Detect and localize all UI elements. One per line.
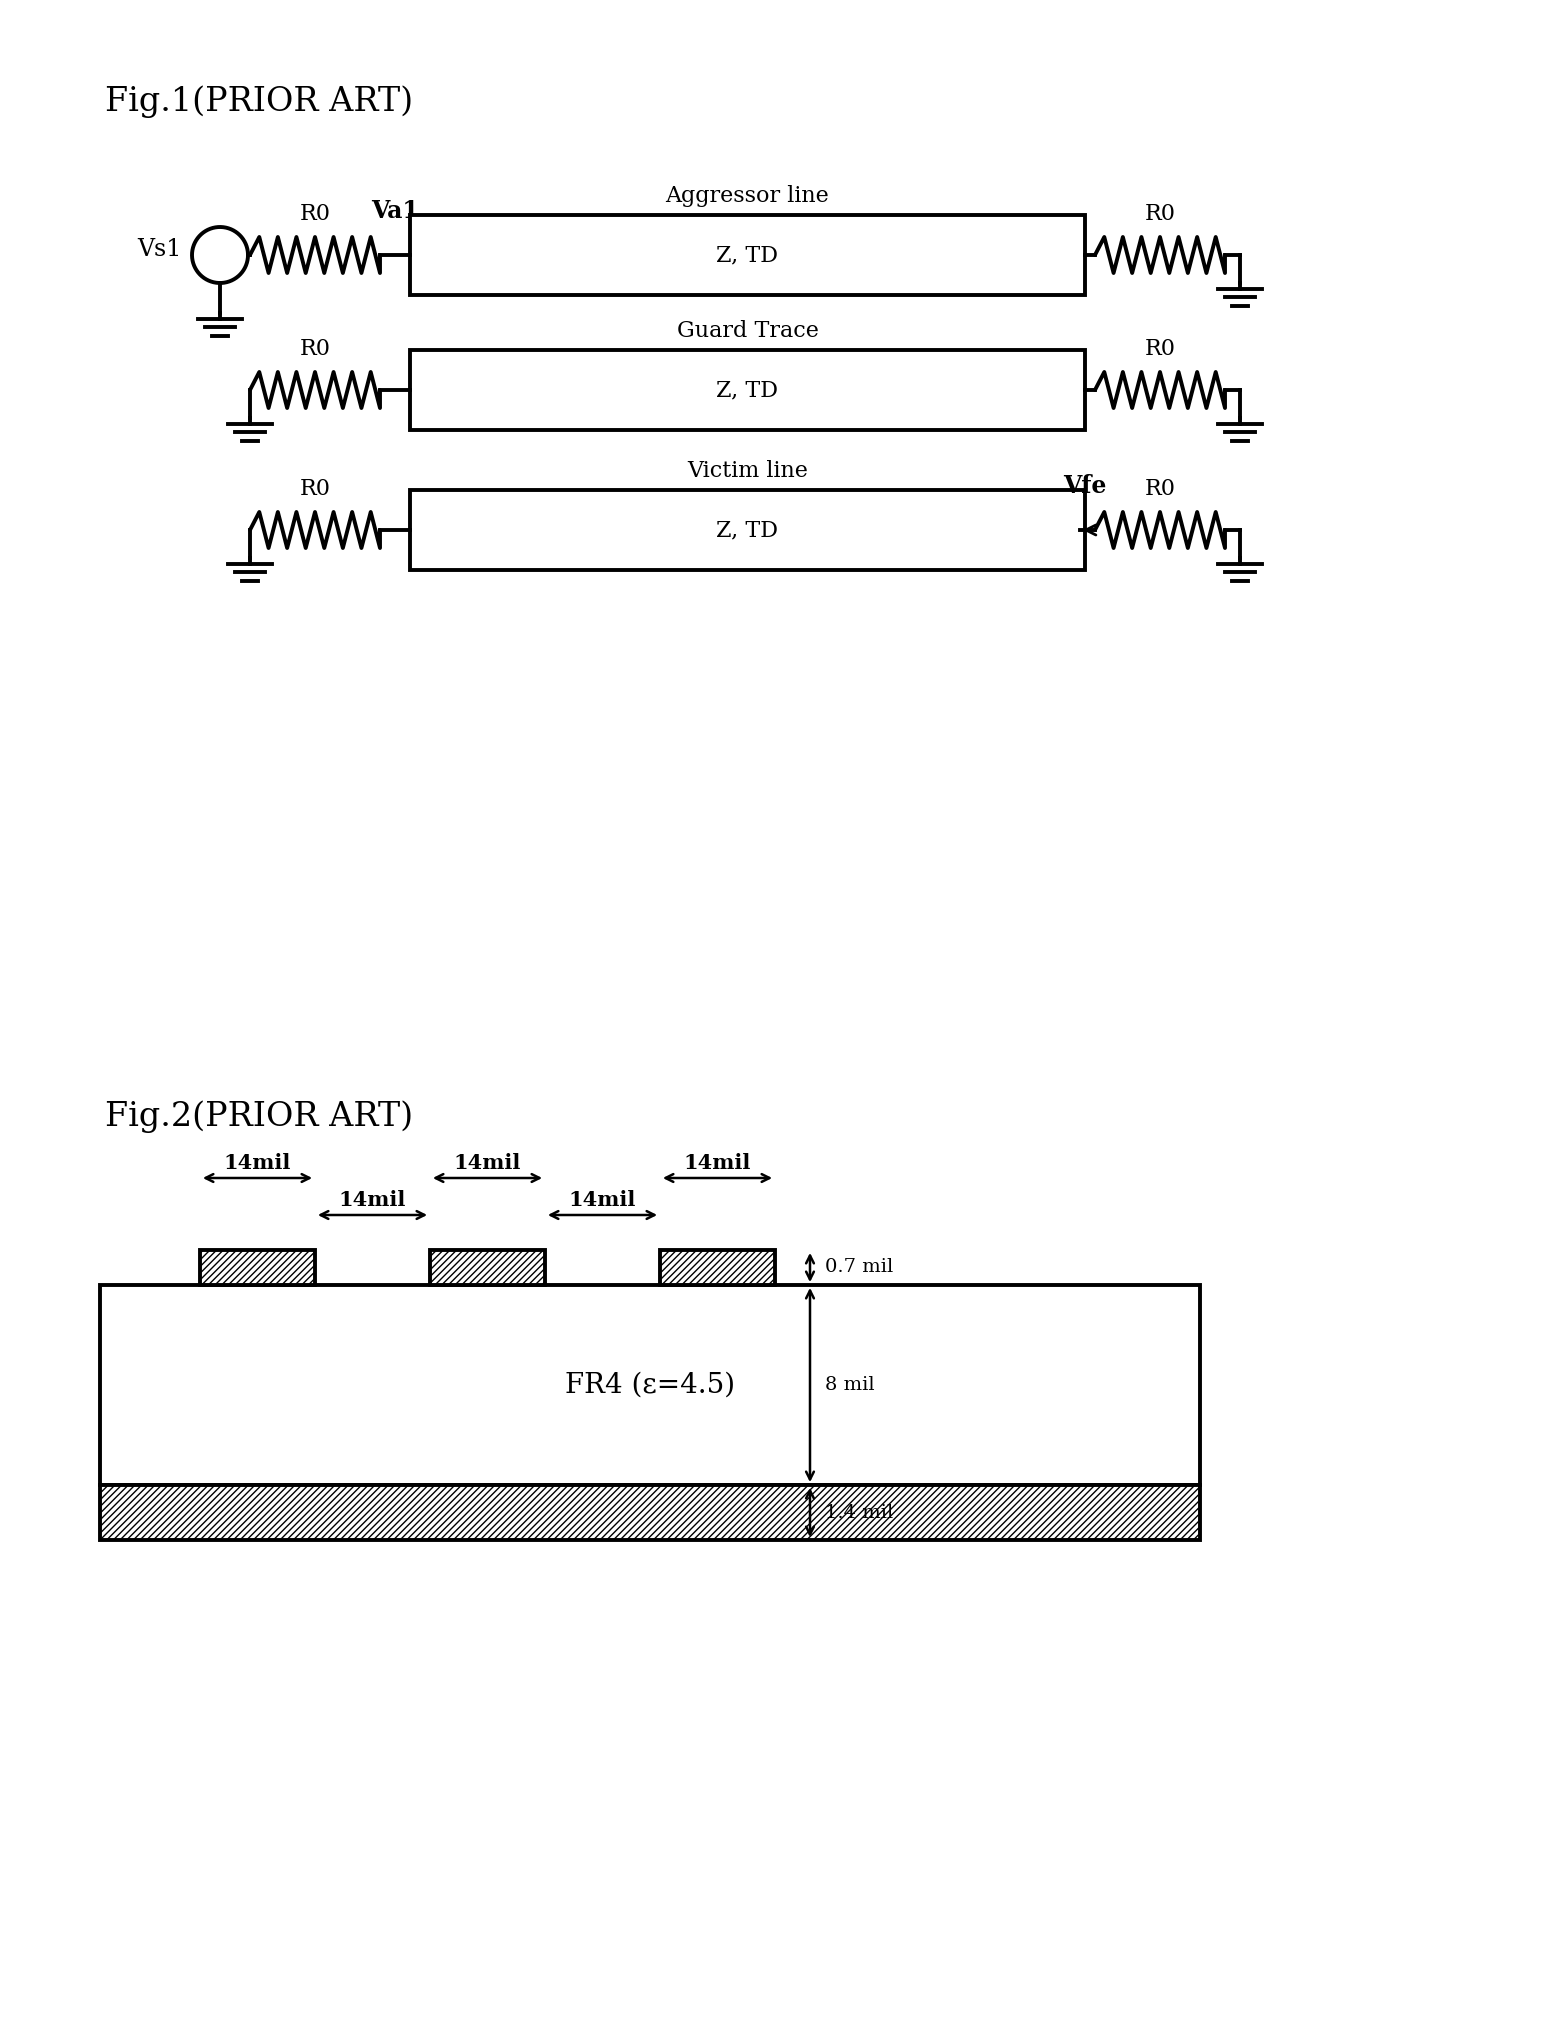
Text: Vfe: Vfe (1063, 474, 1106, 498)
Text: FR4 (ε=4.5): FR4 (ε=4.5) (566, 1371, 735, 1399)
Text: 14mil: 14mil (224, 1152, 291, 1173)
Text: Fig.1(PRIOR ART): Fig.1(PRIOR ART) (104, 86, 413, 118)
Bar (410, 349, 1084, 429)
Bar (410, 490, 1084, 570)
Bar (100, 1485, 1200, 1540)
Text: 8 mil: 8 mil (826, 1377, 874, 1393)
Text: 14mil: 14mil (569, 1189, 636, 1209)
Text: R0: R0 (1145, 478, 1175, 501)
Text: Victim line: Victim line (687, 460, 809, 482)
Text: 14mil: 14mil (338, 1189, 407, 1209)
Text: 14mil: 14mil (684, 1152, 751, 1173)
Text: R0: R0 (299, 337, 330, 360)
Bar (661, 1250, 774, 1285)
Text: Z, TD: Z, TD (717, 243, 779, 266)
Bar (100, 1285, 1200, 1485)
Text: Vs1: Vs1 (137, 239, 182, 262)
Text: Z, TD: Z, TD (717, 519, 779, 541)
Text: 14mil: 14mil (453, 1152, 522, 1173)
Bar (430, 1250, 545, 1285)
Text: R0: R0 (1145, 337, 1175, 360)
Text: R0: R0 (299, 202, 330, 225)
Text: Fig.2(PRIOR ART): Fig.2(PRIOR ART) (104, 1099, 413, 1132)
Text: Va1: Va1 (371, 198, 419, 223)
Text: R0: R0 (299, 478, 330, 501)
Text: 1.4 mil: 1.4 mil (826, 1504, 893, 1522)
Text: Guard Trace: Guard Trace (676, 321, 818, 341)
Text: Aggressor line: Aggressor line (665, 186, 829, 206)
Bar (199, 1250, 315, 1285)
Bar (410, 215, 1084, 294)
Text: R0: R0 (1145, 202, 1175, 225)
Text: Z, TD: Z, TD (717, 380, 779, 400)
Text: 0.7 mil: 0.7 mil (826, 1258, 893, 1277)
